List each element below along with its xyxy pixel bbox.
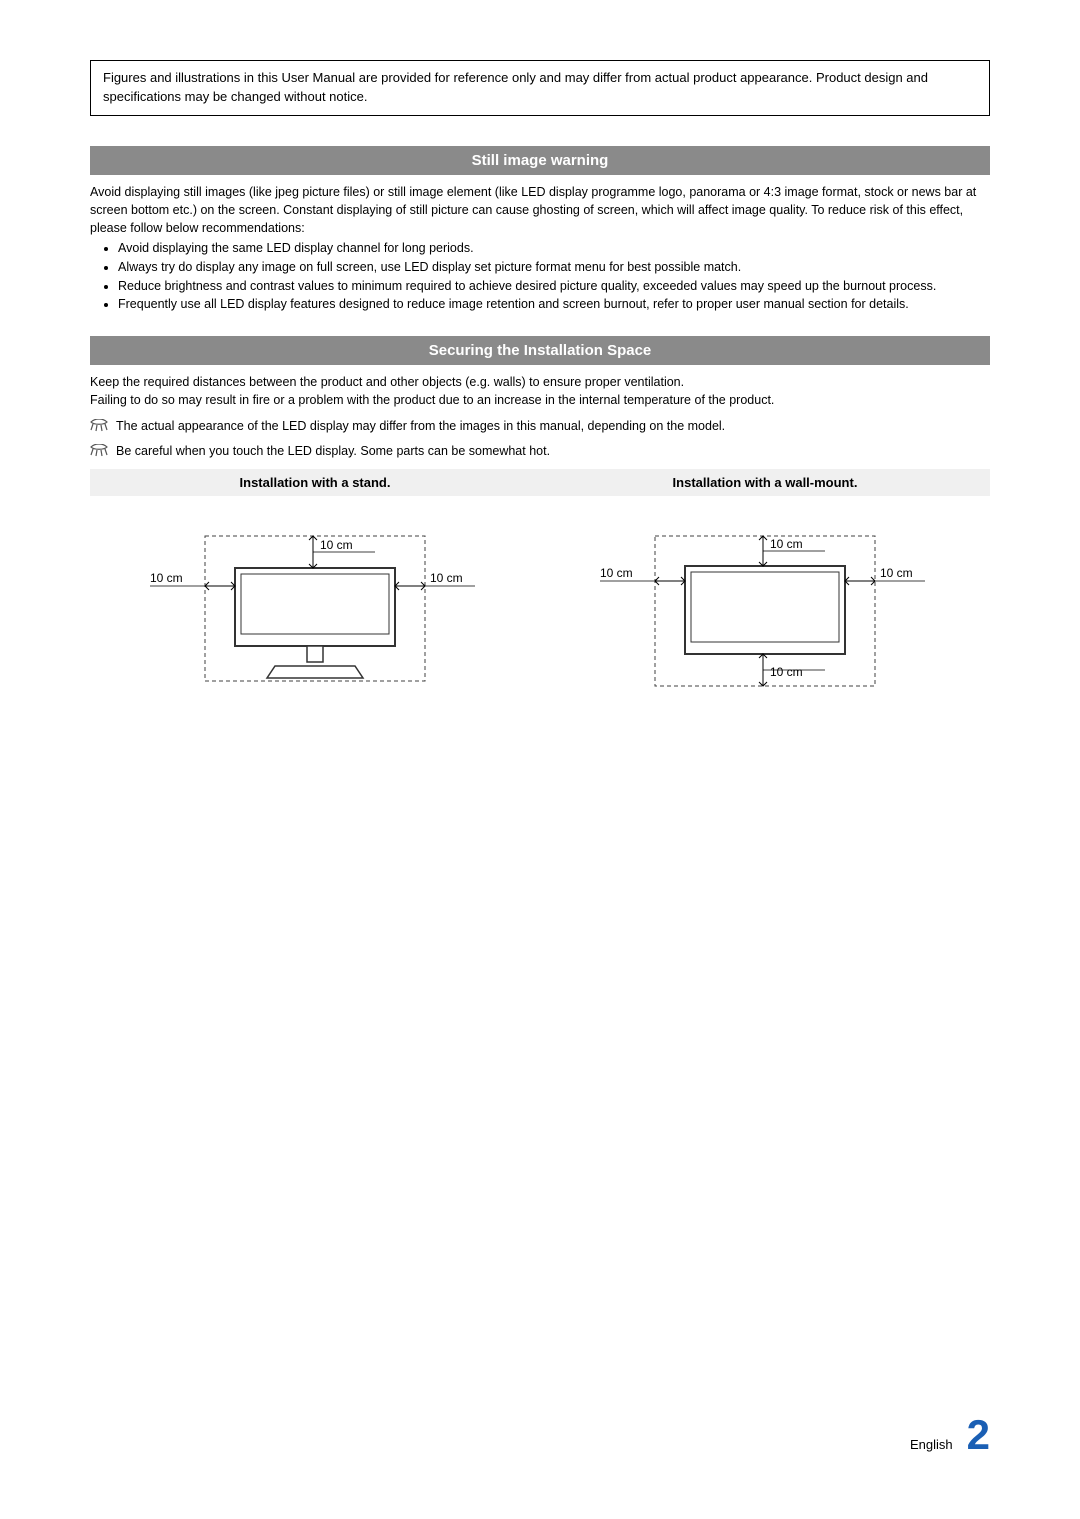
bullet-item: Avoid displaying the same LED display ch… bbox=[118, 239, 990, 258]
note-icon bbox=[90, 419, 108, 436]
footer-page-number: 2 bbox=[967, 1411, 990, 1459]
diagram-wall-mount: 10 cm 10 cm 10 cm bbox=[540, 496, 990, 716]
bullet-item: Reduce brightness and contrast values to… bbox=[118, 277, 990, 296]
footer-language: English bbox=[910, 1437, 953, 1452]
bullet-item: Frequently use all LED display features … bbox=[118, 295, 990, 314]
installation-intro-line2: Failing to do so may result in fire or a… bbox=[90, 391, 990, 409]
svg-text:10 cm: 10 cm bbox=[770, 537, 803, 551]
note-hot: Be careful when you touch the LED displa… bbox=[90, 444, 990, 461]
still-image-bullets: Avoid displaying the same LED display ch… bbox=[90, 239, 990, 314]
bullet-item: Always try do display any image on full … bbox=[118, 258, 990, 277]
installation-diagrams-row: Installation with a stand. bbox=[90, 469, 990, 716]
installation-intro: Keep the required distances between the … bbox=[90, 373, 990, 409]
svg-text:10 cm: 10 cm bbox=[150, 571, 183, 585]
install-col-stand: Installation with a stand. bbox=[90, 469, 540, 716]
svg-text:10 cm: 10 cm bbox=[770, 665, 803, 679]
installation-intro-line1: Keep the required distances between the … bbox=[90, 373, 990, 391]
note-appearance-text: The actual appearance of the LED display… bbox=[116, 419, 725, 433]
note-appearance: The actual appearance of the LED display… bbox=[90, 419, 990, 436]
note-hot-text: Be careful when you touch the LED displa… bbox=[116, 444, 550, 458]
note-icon bbox=[90, 444, 108, 461]
still-image-intro: Avoid displaying still images (like jpeg… bbox=[90, 183, 990, 237]
install-header-wall: Installation with a wall-mount. bbox=[540, 469, 990, 496]
svg-text:10 cm: 10 cm bbox=[880, 566, 913, 580]
svg-text:10 cm: 10 cm bbox=[600, 566, 633, 580]
section-header-installation: Securing the Installation Space bbox=[90, 336, 990, 365]
svg-text:10 cm: 10 cm bbox=[320, 538, 353, 552]
disclaimer-box: Figures and illustrations in this User M… bbox=[90, 60, 990, 116]
svg-text:10 cm: 10 cm bbox=[430, 571, 463, 585]
diagram-stand: 10 cm 10 cm 10 cm bbox=[90, 496, 540, 716]
disclaimer-text: Figures and illustrations in this User M… bbox=[103, 70, 928, 104]
install-col-wall: Installation with a wall-mount. 10 cm bbox=[540, 469, 990, 716]
install-header-stand: Installation with a stand. bbox=[90, 469, 540, 496]
still-image-body: Avoid displaying still images (like jpeg… bbox=[90, 183, 990, 314]
page-footer: English 2 bbox=[910, 1411, 990, 1459]
section-header-still-image: Still image warning bbox=[90, 146, 990, 175]
